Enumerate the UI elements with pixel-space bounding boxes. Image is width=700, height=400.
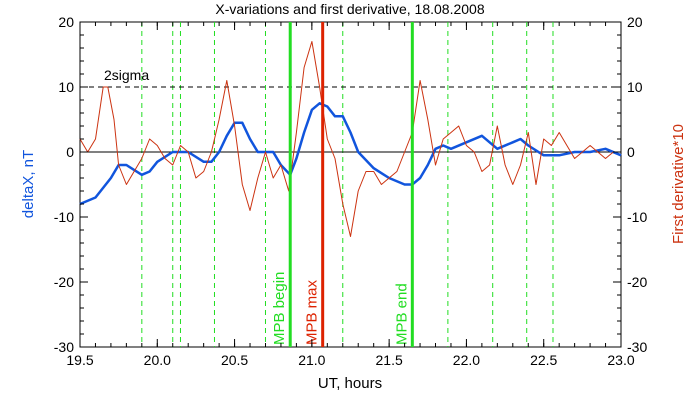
marker-lines: MPB begin MPB max MPB end [271, 22, 414, 347]
y-left-tick-label: -10 [54, 209, 74, 225]
x-axis-label: UT, hours [318, 375, 382, 392]
series-line-derivative [79, 41, 621, 237]
x-tick-label: 21.5 [376, 352, 403, 368]
y-right-tick-label: 20 [627, 14, 643, 30]
y-right-tick-label: 10 [627, 79, 643, 95]
x-tick-label: 20.0 [144, 352, 171, 368]
x-tick-label: 21.0 [298, 352, 325, 368]
x-tick-label: 22.0 [453, 352, 480, 368]
y-right-tick-label: 0 [627, 144, 635, 160]
gridlines [80, 22, 621, 347]
y-axis-right-label: First derivative*10 [670, 124, 687, 244]
y-left-tick-label: 20 [58, 14, 74, 30]
x-tick-label: 20.5 [221, 352, 248, 368]
series-group [79, 41, 622, 237]
y-axis-left-label: deltaX, nT [20, 150, 37, 218]
y-left-tick-label: 0 [66, 144, 74, 160]
plot-frame [79, 21, 622, 348]
y-right-tick-label: -30 [627, 339, 647, 355]
y-right-tick-label: -20 [627, 274, 647, 290]
x-tick-label: 22.5 [530, 352, 557, 368]
marker-label: MPB max [304, 279, 321, 345]
y-left-tick-label: 10 [58, 79, 74, 95]
chart-title: X-variations and first derivative, 18.08… [215, 1, 484, 17]
marker-label: MPB end [393, 283, 410, 345]
marker-label: MPB begin [271, 272, 288, 345]
y-left-tick-label: -30 [54, 339, 74, 355]
series-line-deltax [79, 102, 622, 206]
x-tick-label: 19.5 [66, 352, 93, 368]
threshold-label: 2sigma [104, 67, 149, 83]
y-right-tick-label: -10 [627, 209, 647, 225]
axes: 19.5 20.0 20.5 21.0 21.5 22.0 22.5 23.0-30-20-1… [54, 14, 648, 368]
y-left-tick-label: -20 [54, 274, 74, 290]
x-tick-label: 23.0 [607, 352, 634, 368]
